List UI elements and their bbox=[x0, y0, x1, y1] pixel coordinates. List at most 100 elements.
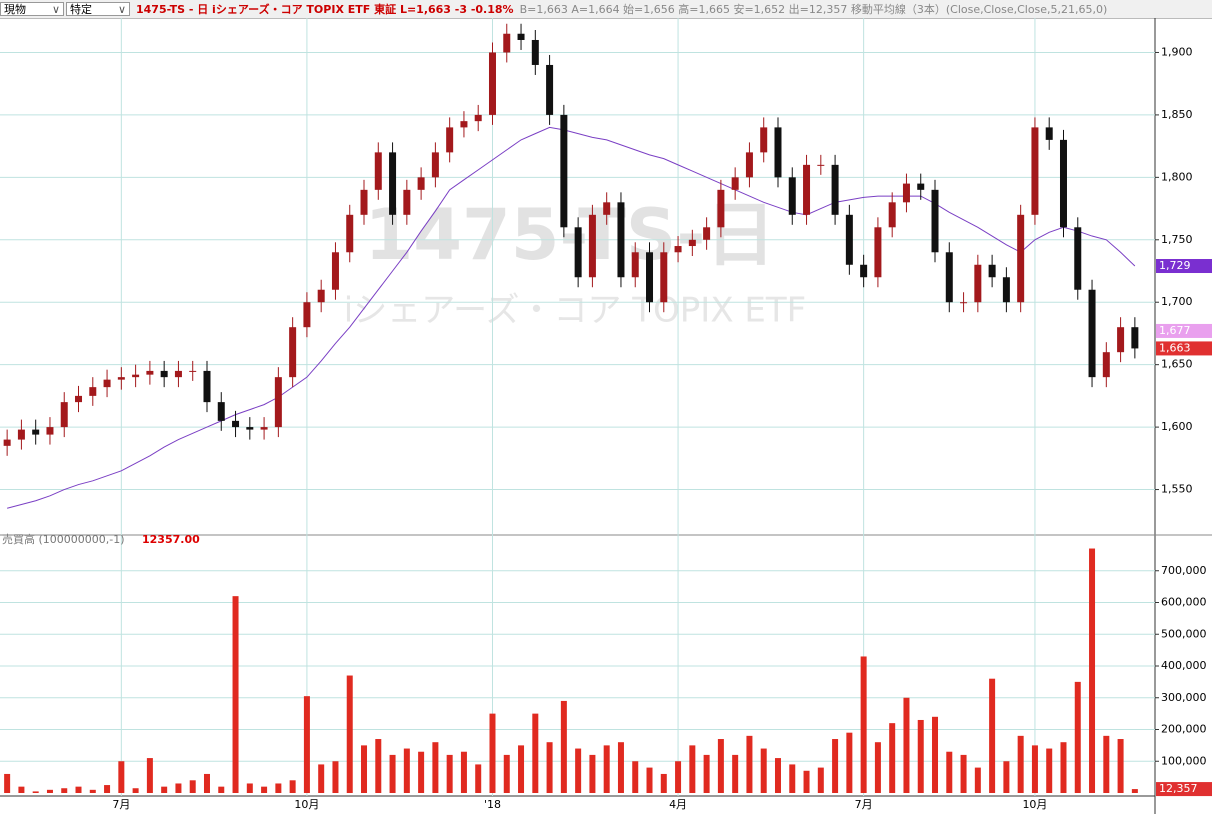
volume-bar bbox=[1031, 745, 1038, 793]
axis-marker-label: 12,357 bbox=[1159, 782, 1198, 795]
volume-bar bbox=[932, 716, 939, 793]
volume-bar bbox=[646, 767, 653, 793]
volume-bar bbox=[832, 739, 839, 793]
axis-marker bbox=[1156, 782, 1212, 797]
candle-body bbox=[417, 177, 425, 190]
volume-bar bbox=[974, 767, 981, 793]
volume-bar bbox=[460, 751, 467, 793]
candle-body bbox=[902, 183, 910, 203]
candle-body bbox=[574, 227, 582, 278]
candle-body bbox=[974, 264, 982, 303]
volume-bar bbox=[617, 742, 624, 793]
candle-body bbox=[289, 327, 297, 378]
volume-bar bbox=[717, 739, 724, 793]
candle-body bbox=[1074, 227, 1082, 290]
candle-body bbox=[431, 152, 439, 178]
candle-body bbox=[845, 214, 853, 265]
dropdown[interactable]: 現物 bbox=[0, 2, 64, 16]
volume-bar bbox=[803, 770, 810, 793]
candle-body bbox=[674, 246, 682, 253]
volume-bar bbox=[760, 748, 767, 793]
volume-bar bbox=[289, 780, 296, 793]
candle-body bbox=[617, 202, 625, 278]
volume-bar bbox=[275, 783, 282, 793]
candle-body bbox=[717, 189, 725, 228]
x-tick-label: 7月 bbox=[112, 798, 130, 811]
candle-body bbox=[803, 164, 811, 215]
volume-bar bbox=[1003, 761, 1010, 793]
candle-body bbox=[945, 252, 953, 303]
candle-body bbox=[960, 302, 968, 304]
candle-body bbox=[860, 264, 868, 278]
volume-bar bbox=[789, 764, 796, 793]
y-tick-label: 500,000 bbox=[1161, 627, 1207, 640]
candle-body bbox=[103, 379, 111, 388]
candle-body bbox=[560, 114, 568, 228]
y-tick-label: 1,700 bbox=[1161, 295, 1193, 308]
volume-bar bbox=[1046, 748, 1053, 793]
candle-body bbox=[360, 189, 368, 215]
candle-body bbox=[1045, 127, 1053, 140]
volume-bar bbox=[703, 754, 710, 793]
volume-bar bbox=[189, 780, 196, 793]
candle-body bbox=[146, 370, 154, 375]
volume-bar bbox=[361, 745, 368, 793]
volume-bar bbox=[1103, 735, 1110, 793]
candle-body bbox=[246, 427, 254, 430]
volume-bar bbox=[203, 773, 210, 793]
candle-body bbox=[546, 64, 554, 115]
candle-body bbox=[389, 152, 397, 215]
volume-bar bbox=[846, 732, 853, 793]
volume-bar bbox=[489, 713, 496, 793]
candle-body bbox=[646, 252, 654, 303]
dropdown-label: 特定 bbox=[70, 3, 92, 16]
candle-body bbox=[189, 370, 197, 372]
volume-bar bbox=[817, 767, 824, 793]
y-tick-label: 100,000 bbox=[1161, 754, 1207, 767]
volume-bar bbox=[218, 786, 225, 793]
axis-marker-label: 1,663 bbox=[1159, 341, 1191, 354]
volume-bar bbox=[475, 764, 482, 793]
candle-body bbox=[660, 252, 668, 303]
x-tick-label: 7月 bbox=[855, 798, 873, 811]
dropdown-label: 現物 bbox=[4, 3, 26, 16]
candle-body bbox=[745, 152, 753, 178]
candle-body bbox=[60, 402, 68, 428]
y-tick-label: 1,650 bbox=[1161, 358, 1193, 371]
x-tick-label: 4月 bbox=[669, 798, 687, 811]
candle-body bbox=[460, 121, 468, 128]
volume-bar bbox=[532, 713, 539, 793]
volume-bar bbox=[589, 754, 596, 793]
toolbar: 現物 特定 1475-TS - 日 iシェアーズ・コア TOPIX ETF 東証… bbox=[0, 0, 1212, 19]
volume-bar bbox=[603, 745, 610, 793]
moving-average bbox=[7, 126, 1136, 509]
candle-body bbox=[1031, 127, 1039, 215]
candle-body bbox=[374, 152, 382, 190]
candle-body bbox=[260, 427, 268, 430]
candle-body bbox=[631, 252, 639, 278]
candle-body bbox=[17, 429, 25, 440]
candle-body bbox=[1017, 214, 1025, 303]
y-tick-label: 1,750 bbox=[1161, 233, 1193, 246]
candle-body bbox=[274, 377, 282, 428]
volume-bar bbox=[175, 783, 182, 793]
volume-bar bbox=[1117, 739, 1124, 793]
watermark: 1475-TS-日 bbox=[365, 194, 776, 276]
volume-bar bbox=[246, 783, 253, 793]
dropdown[interactable]: 特定 bbox=[66, 2, 130, 16]
volume-bar bbox=[732, 754, 739, 793]
candle-body bbox=[89, 387, 97, 396]
y-tick-label: 1,550 bbox=[1161, 483, 1193, 496]
volume-bar bbox=[104, 785, 111, 793]
volume-bar bbox=[946, 751, 953, 793]
candle-body bbox=[931, 189, 939, 253]
candle-body bbox=[760, 127, 768, 153]
volume-bar bbox=[689, 745, 696, 793]
volume-bar bbox=[375, 739, 382, 793]
volume-bar bbox=[403, 748, 410, 793]
candle-body bbox=[3, 439, 11, 446]
volume-bar bbox=[632, 761, 639, 793]
volume-bar bbox=[989, 678, 996, 793]
volume-bar bbox=[46, 789, 53, 793]
